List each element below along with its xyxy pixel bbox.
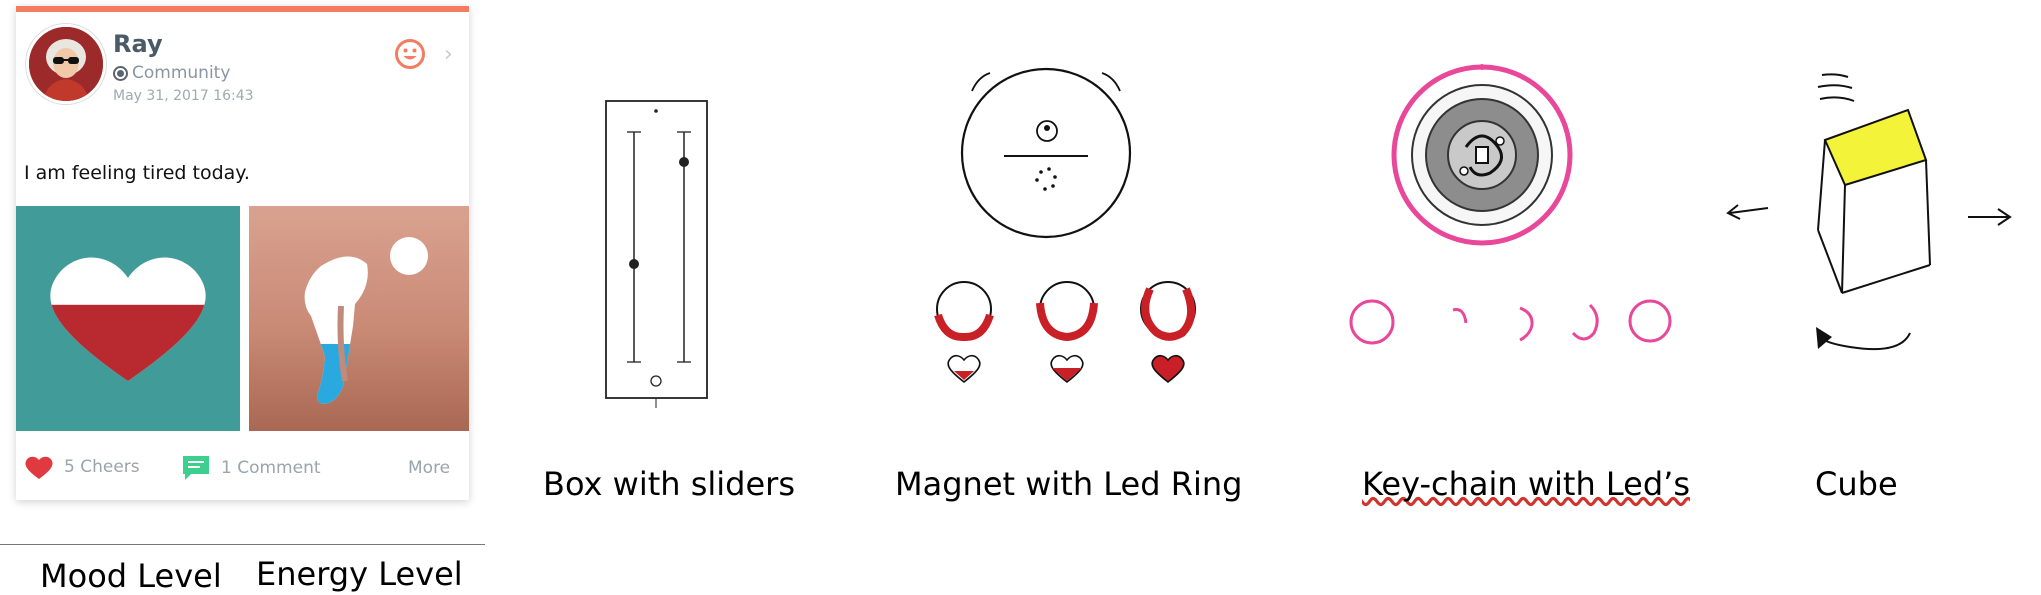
mood-level-tile: [16, 206, 240, 431]
card-footer: 5 Cheers 1 Comment More: [16, 450, 469, 490]
heart-level-icon: [50, 257, 206, 381]
energy-level-tile: [249, 206, 469, 431]
globe-icon: [113, 65, 128, 81]
comment-count: 1 Comment: [221, 458, 321, 478]
audience-text: Community: [132, 63, 231, 83]
energy-fill: [304, 344, 368, 404]
post-timestamp: May 31, 2017 16:43: [113, 88, 254, 104]
smiley-icon[interactable]: [394, 38, 426, 70]
heart-fill: [50, 304, 206, 381]
cheers-count: 5 Cheers: [64, 457, 140, 477]
comment-icon: [183, 456, 209, 480]
more-button[interactable]: More: [408, 458, 451, 478]
caption-mood-level: Mood Level: [40, 557, 222, 595]
caption-key-chain-with-leds: Key-chain with Led’s: [1362, 465, 1690, 503]
post-text: I am feeling tired today.: [24, 162, 250, 184]
chevron-right-icon[interactable]: ›: [444, 42, 453, 67]
mood-post-card: Ray Community May 31, 2017 16:43 › I am …: [16, 6, 469, 500]
user-name[interactable]: Ray: [113, 30, 163, 58]
heart-icon: [25, 456, 53, 479]
tired-person-icon: [304, 237, 428, 404]
person-head: [390, 237, 428, 275]
cube-sketch: [1726, 73, 2012, 351]
avatar-illustration: [29, 27, 103, 101]
caption-key-chain-text: Key-chain with Led’s: [1362, 465, 1690, 503]
divider-line: [0, 544, 485, 545]
caption-energy-level: Energy Level: [256, 555, 463, 593]
avatar[interactable]: [26, 24, 106, 104]
comment-button[interactable]: 1 Comment: [181, 454, 321, 482]
caption-box-with-sliders: Box with sliders: [543, 465, 795, 503]
card-accent-bar: [16, 6, 469, 12]
caption-cube: Cube: [1815, 465, 1898, 503]
audience-label: Community: [113, 63, 230, 83]
magnet-with-led-ring-sketch: [934, 67, 1196, 384]
box-with-sliders-sketch: [605, 100, 708, 408]
caption-magnet-with-led-ring: Magnet with Led Ring: [895, 465, 1243, 503]
key-chain-with-leds-sketch: [1349, 64, 1672, 345]
cheers-button[interactable]: 5 Cheers: [24, 454, 140, 480]
